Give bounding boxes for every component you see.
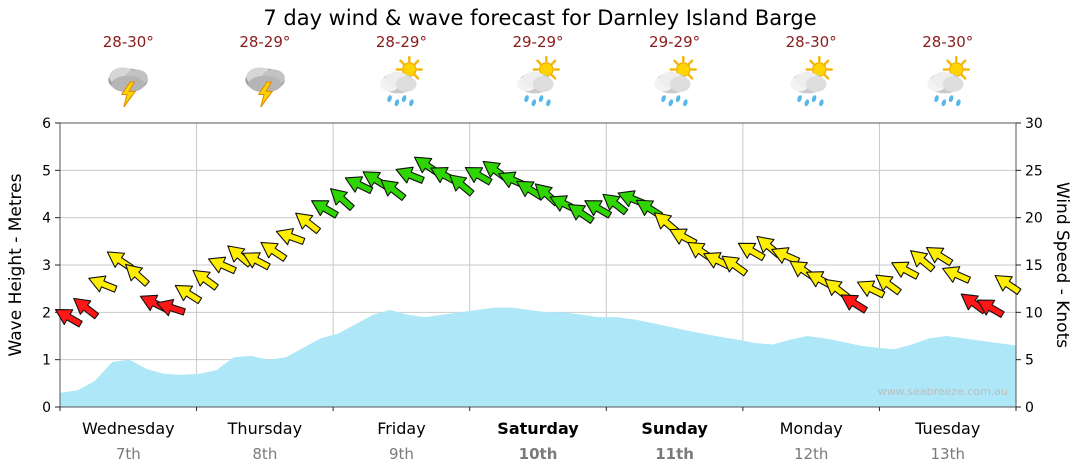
wind-arrow: [976, 299, 1005, 318]
sun-shower-icon: [648, 55, 702, 109]
day-date: 13th: [930, 445, 965, 463]
wind-arrow: [260, 241, 288, 262]
day-name: Friday: [377, 419, 426, 438]
left-axis-title: Wave Height - Metres: [6, 173, 26, 357]
wind-arrow: [207, 256, 237, 275]
wind-arrow: [771, 247, 801, 265]
day-summary: 28-30°: [879, 33, 1016, 109]
wind-arrow: [567, 203, 595, 224]
wind-arrow: [88, 275, 118, 293]
svg-text:5: 5: [42, 163, 51, 179]
temp-range: 29-29°: [649, 33, 701, 51]
wind-arrow: [875, 274, 902, 296]
wind-arrow: [584, 200, 613, 219]
wind-arrow: [242, 252, 271, 271]
sun-shower-icon: [511, 55, 565, 109]
wind-arrow: [721, 255, 749, 277]
day-label: Tuesday 13th: [879, 419, 1016, 463]
wind-arrow: [73, 297, 100, 320]
day-summary: 28-29°: [197, 33, 334, 109]
wind-arrow: [653, 212, 680, 235]
wind-arrow: [669, 228, 698, 247]
svg-text:20: 20: [1025, 211, 1043, 227]
sun-shower-icon: [784, 55, 838, 109]
day-name: Thursday: [227, 419, 303, 438]
svg-text:2: 2: [42, 305, 51, 321]
day-label: Thursday 8th: [197, 419, 334, 463]
wind-arrow: [54, 309, 83, 328]
wind-arrow: [125, 263, 150, 287]
svg-text:15: 15: [1025, 258, 1043, 274]
day-labels: Wednesday 7th Thursday 8th Friday 9th Saturday…: [60, 419, 1016, 463]
temp-range: 28-29°: [375, 33, 427, 51]
wind-arrow: [464, 167, 493, 186]
wind-arrow: [395, 166, 425, 184]
wind-arrow: [380, 179, 407, 201]
day-label: Friday 9th: [333, 419, 470, 463]
day-name: Monday: [779, 419, 843, 438]
wind-arrow: [275, 228, 306, 246]
svg-text:5: 5: [1025, 353, 1034, 369]
wind-arrow: [925, 247, 954, 267]
sun-shower-icon: [374, 55, 428, 109]
wind-arrow: [192, 269, 219, 291]
svg-text:1: 1: [42, 353, 51, 369]
right-axis-title: Wind Speed - Knots: [1052, 181, 1072, 349]
storm-icon: [101, 55, 155, 109]
temp-range: 28-29°: [239, 33, 291, 51]
day-summaries: 28-30° 28-29° 28-29° 29-29° 29-29° 28-30° 28-3…: [60, 33, 1016, 109]
watermark: www.seabreeze.com.au: [878, 385, 1008, 398]
wind-arrow: [994, 274, 1022, 295]
svg-text:10: 10: [1025, 305, 1043, 321]
svg-text:3: 3: [42, 258, 51, 274]
day-summary: 29-29°: [606, 33, 743, 109]
wind-arrow: [910, 250, 936, 273]
wind-arrow: [330, 188, 355, 211]
day-date: 7th: [115, 445, 141, 463]
day-name: Tuesday: [915, 419, 981, 438]
temp-range: 28-30°: [922, 33, 974, 51]
storm-icon: [238, 55, 292, 109]
day-date: 8th: [252, 445, 278, 463]
svg-text:4: 4: [42, 211, 51, 227]
day-summary: 28-30°: [743, 33, 880, 109]
svg-text:6: 6: [42, 116, 51, 132]
day-date: 11th: [655, 445, 694, 463]
day-label: Saturday 10th: [470, 419, 607, 463]
day-date: 9th: [388, 445, 414, 463]
wind-arrow: [737, 242, 766, 262]
day-name: Sunday: [641, 419, 708, 438]
wind-arrow: [891, 261, 920, 280]
svg-text:25: 25: [1025, 163, 1043, 179]
wind-arrow: [295, 212, 322, 235]
day-label: Monday 12th: [743, 419, 880, 463]
day-label: Sunday 11th: [606, 419, 743, 463]
day-date: 10th: [518, 445, 558, 463]
day-summary: 28-29°: [333, 33, 470, 109]
wind-arrow: [840, 294, 868, 314]
svg-text:30: 30: [1025, 116, 1043, 132]
wind-arrow: [449, 174, 475, 197]
wind-arrow: [174, 284, 203, 305]
wind-arrow: [156, 298, 186, 317]
day-name: Wednesday: [81, 419, 175, 438]
temp-range: 28-30°: [785, 33, 837, 51]
page-title: 7 day wind & wave forecast for Darnley I…: [263, 6, 817, 30]
svg-text:0: 0: [42, 400, 51, 416]
wind-arrow: [602, 193, 629, 216]
day-summary: 28-30°: [60, 33, 197, 109]
sun-shower-icon: [921, 55, 975, 109]
wind-arrow: [942, 266, 971, 284]
day-label: Wednesday 7th: [60, 419, 197, 463]
wind-arrow: [311, 200, 339, 219]
day-name: Saturday: [497, 419, 579, 438]
day-summary: 29-29°: [470, 33, 607, 109]
svg-text:0: 0: [1025, 400, 1034, 416]
day-date: 12th: [793, 445, 829, 463]
temp-range: 28-30°: [102, 33, 154, 51]
temp-range: 29-29°: [512, 33, 564, 51]
